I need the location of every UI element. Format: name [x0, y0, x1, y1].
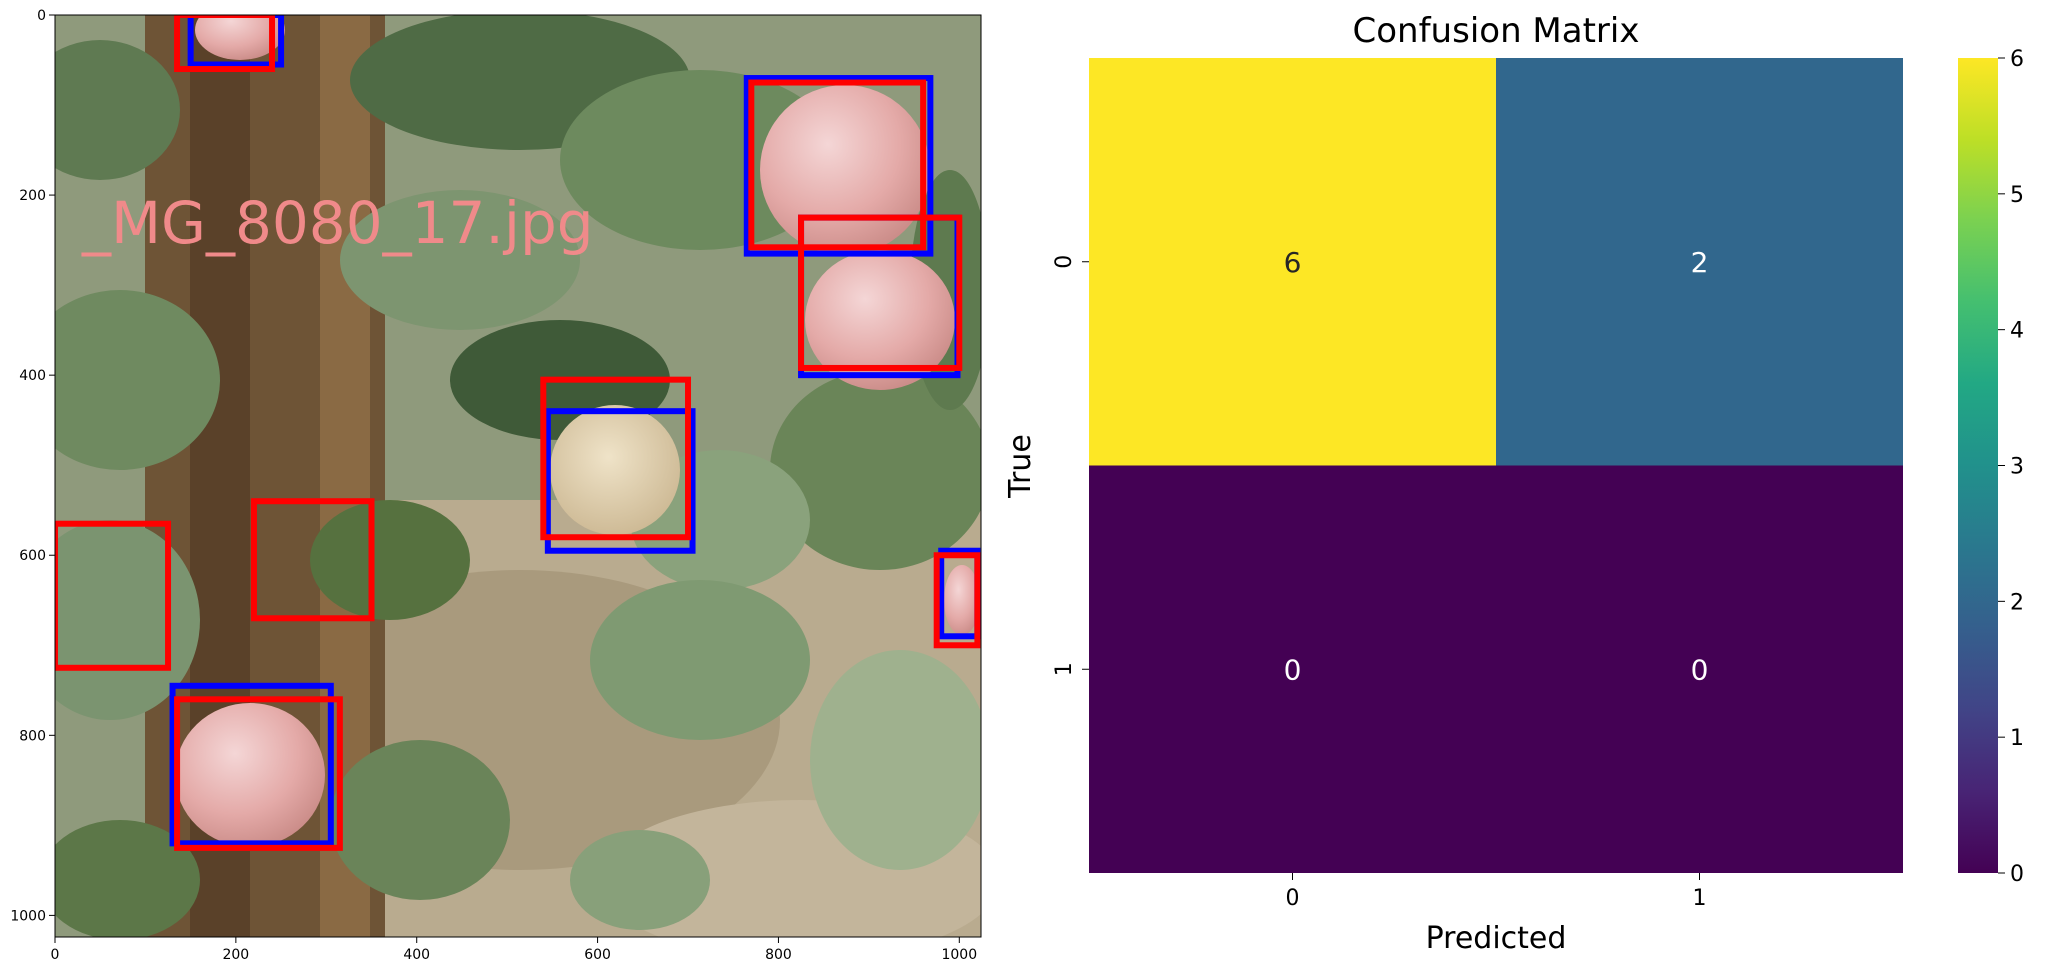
heatmap-cell	[1496, 58, 1903, 466]
y-tick-label: 1000	[10, 908, 46, 924]
predicted-box	[55, 520, 172, 671]
ground-truth-box	[743, 75, 934, 257]
photo-frame	[54, 14, 982, 938]
x-tick-label: 0	[1286, 886, 1300, 911]
heatmap-y-axis: 01	[1052, 255, 1089, 676]
y-tick-label: 0	[37, 8, 46, 24]
colorbar-tick-label: 0	[2010, 862, 2024, 887]
predicted-box	[933, 552, 981, 649]
y-tick-label: 600	[19, 548, 46, 564]
photo-y-axis: 0 200 400 600 800 1000	[10, 8, 55, 924]
x-tick-label: 0	[51, 947, 60, 963]
x-tick-label: 1000	[941, 947, 977, 963]
predicted-box	[174, 696, 343, 851]
x-tick-label: 1	[1693, 886, 1707, 911]
x-tick-label: 800	[765, 947, 792, 963]
heatmap-cells: 6 2 0 0	[1089, 58, 1903, 873]
ground-truth-box	[544, 408, 696, 554]
heatmap-cell	[1496, 465, 1903, 873]
colorbar-tick-label: 2	[2010, 590, 2024, 615]
ground-truth-box	[187, 15, 285, 68]
predicted-box	[748, 79, 927, 251]
y-tick-label: 200	[19, 188, 46, 204]
colorbar-tick-label: 3	[2010, 455, 2024, 480]
cell-annotation: 6	[1284, 246, 1302, 279]
colorbar: 0 1 2 3 4 5 6	[1958, 47, 2024, 887]
colorbar-gradient	[1958, 58, 1998, 873]
predicted-boxes	[55, 15, 981, 851]
predicted-box	[540, 376, 692, 541]
ground-truth-box	[169, 682, 334, 847]
predicted-box	[174, 15, 276, 73]
photo-panel: _MG_8080_17.jpg 0 200 400 600 800 1000 0 200 40…	[10, 8, 982, 963]
y-tick-label: 0	[1052, 255, 1077, 269]
y-axis-label: True	[1003, 434, 1038, 499]
y-tick-label: 800	[19, 728, 46, 744]
colorbar-tick-label: 1	[2010, 726, 2024, 751]
x-tick-label: 600	[584, 947, 611, 963]
orchard-photo: _MG_8080_17.jpg	[55, 15, 981, 937]
x-tick-label: 400	[403, 947, 430, 963]
y-tick-label: 400	[19, 368, 46, 384]
cell-annotation: 2	[1691, 246, 1709, 279]
x-tick-label: 200	[222, 947, 249, 963]
photo-x-axis: 0 200 400 600 800 1000	[51, 937, 977, 963]
cell-annotation: 0	[1691, 653, 1709, 686]
predicted-box	[798, 214, 963, 371]
colorbar-tick-label: 5	[2010, 183, 2024, 208]
heatmap-cell	[1089, 465, 1496, 873]
image-filename-overlay: _MG_8080_17.jpg	[81, 189, 594, 257]
x-axis-label: Predicted	[1426, 921, 1567, 956]
colorbar-ticks: 0 1 2 3 4 5 6	[1998, 47, 2024, 887]
heatmap-cell	[1089, 58, 1496, 466]
predicted-box	[250, 498, 375, 622]
y-tick-label: 1	[1052, 662, 1077, 676]
colorbar-tick-label: 4	[2010, 319, 2024, 344]
cell-annotation: 0	[1284, 653, 1302, 686]
colorbar-tick-label: 6	[2010, 47, 2024, 72]
chart-title: Confusion Matrix	[1353, 11, 1640, 51]
